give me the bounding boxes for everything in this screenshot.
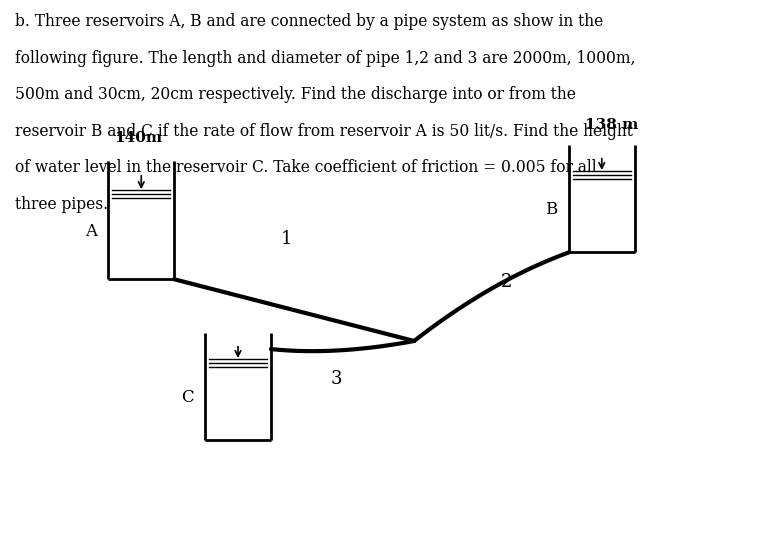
Text: 140m: 140m	[114, 131, 162, 145]
Text: 3: 3	[331, 369, 342, 388]
Text: 138 m: 138 m	[585, 118, 638, 132]
Text: C: C	[181, 389, 194, 406]
Text: three pipes.: three pipes.	[15, 196, 108, 213]
Text: reservoir B and C if the rate of flow from reservoir A is 50 lit/s. Find the hei: reservoir B and C if the rate of flow fr…	[15, 123, 633, 140]
Text: following figure. The length and diameter of pipe 1,2 and 3 are 2000m, 1000m,: following figure. The length and diamete…	[15, 50, 636, 67]
Text: A: A	[84, 223, 97, 241]
Text: 1: 1	[281, 230, 292, 248]
Text: B: B	[545, 201, 557, 218]
Text: b. Three reservoirs A, B and are connected by a pipe system as show in the: b. Three reservoirs A, B and are connect…	[15, 13, 604, 31]
Text: 2: 2	[502, 273, 512, 291]
Text: 500m and 30cm, 20cm respectively. Find the discharge into or from the: 500m and 30cm, 20cm respectively. Find t…	[15, 86, 577, 104]
Text: of water level in the reservoir C. Take coefficient of friction = 0.005 for all: of water level in the reservoir C. Take …	[15, 159, 597, 177]
